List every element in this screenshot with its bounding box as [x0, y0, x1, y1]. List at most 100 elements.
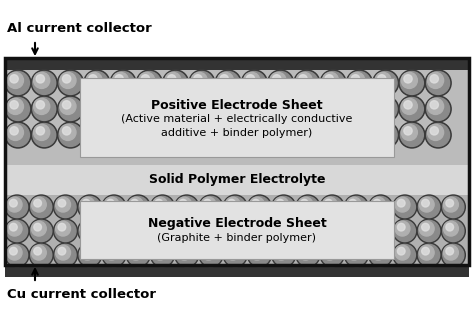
Circle shape	[322, 197, 337, 212]
Circle shape	[201, 197, 221, 217]
Circle shape	[55, 221, 71, 236]
Circle shape	[57, 96, 83, 122]
Circle shape	[417, 195, 441, 219]
Circle shape	[150, 243, 174, 267]
Circle shape	[9, 223, 17, 231]
Circle shape	[141, 75, 150, 83]
Circle shape	[395, 245, 410, 260]
Circle shape	[138, 72, 155, 89]
Circle shape	[165, 72, 181, 89]
Circle shape	[273, 127, 281, 135]
Circle shape	[7, 97, 29, 120]
Circle shape	[320, 70, 346, 96]
Circle shape	[401, 98, 418, 114]
Circle shape	[399, 70, 425, 96]
Circle shape	[225, 220, 246, 242]
Circle shape	[297, 245, 319, 266]
Circle shape	[401, 124, 418, 141]
Circle shape	[152, 245, 173, 266]
Circle shape	[296, 243, 320, 267]
Circle shape	[441, 219, 465, 243]
Circle shape	[322, 245, 337, 260]
Circle shape	[194, 75, 202, 83]
Circle shape	[54, 243, 77, 267]
Circle shape	[163, 122, 189, 148]
Circle shape	[218, 98, 234, 114]
Circle shape	[273, 75, 281, 83]
Circle shape	[299, 127, 307, 135]
Circle shape	[225, 221, 240, 236]
Circle shape	[126, 195, 150, 219]
Circle shape	[223, 219, 247, 243]
Circle shape	[296, 219, 320, 243]
Circle shape	[80, 245, 95, 260]
Circle shape	[115, 75, 123, 83]
Circle shape	[346, 197, 367, 217]
Circle shape	[165, 98, 181, 114]
Circle shape	[191, 97, 213, 120]
Circle shape	[401, 72, 418, 89]
Circle shape	[7, 221, 22, 236]
Circle shape	[225, 245, 240, 260]
Circle shape	[55, 220, 76, 242]
Circle shape	[107, 223, 114, 231]
Circle shape	[9, 199, 17, 207]
Circle shape	[89, 127, 97, 135]
Circle shape	[155, 223, 163, 231]
Circle shape	[346, 245, 367, 266]
Circle shape	[371, 197, 386, 212]
Circle shape	[63, 101, 71, 109]
Circle shape	[325, 223, 332, 231]
Circle shape	[349, 247, 356, 255]
Circle shape	[220, 75, 228, 83]
Circle shape	[55, 197, 71, 212]
Circle shape	[153, 221, 167, 236]
Circle shape	[296, 195, 320, 219]
Circle shape	[404, 127, 412, 135]
Circle shape	[167, 75, 176, 83]
Circle shape	[274, 221, 289, 236]
Circle shape	[374, 72, 397, 95]
Circle shape	[273, 220, 294, 242]
Circle shape	[296, 124, 312, 141]
Circle shape	[103, 220, 125, 242]
Circle shape	[401, 72, 423, 95]
Circle shape	[217, 124, 239, 146]
Circle shape	[430, 101, 438, 109]
Circle shape	[31, 197, 46, 212]
Circle shape	[322, 72, 338, 89]
Circle shape	[34, 98, 50, 114]
Bar	[5, 165, 469, 195]
Circle shape	[111, 72, 135, 95]
Circle shape	[191, 124, 213, 146]
Circle shape	[298, 197, 313, 212]
Circle shape	[34, 199, 42, 207]
Circle shape	[218, 72, 234, 89]
Circle shape	[444, 221, 458, 236]
Circle shape	[7, 197, 27, 217]
Circle shape	[177, 197, 191, 212]
Circle shape	[427, 97, 450, 120]
Circle shape	[321, 197, 343, 217]
Circle shape	[399, 96, 425, 122]
Circle shape	[150, 195, 174, 219]
Circle shape	[298, 245, 313, 260]
Circle shape	[373, 223, 381, 231]
Circle shape	[325, 101, 333, 109]
Circle shape	[176, 220, 197, 242]
Circle shape	[273, 245, 294, 266]
Circle shape	[203, 247, 211, 255]
Circle shape	[126, 219, 150, 243]
Circle shape	[270, 72, 286, 89]
Circle shape	[322, 221, 337, 236]
Circle shape	[223, 195, 247, 219]
Circle shape	[346, 197, 361, 212]
Text: Al current collector: Al current collector	[7, 22, 152, 35]
Circle shape	[417, 243, 441, 267]
Circle shape	[138, 72, 161, 95]
Circle shape	[58, 247, 66, 255]
Circle shape	[5, 96, 31, 122]
Circle shape	[102, 243, 126, 267]
Circle shape	[10, 75, 18, 83]
Text: Positive Electrode Sheet: Positive Electrode Sheet	[151, 99, 323, 112]
